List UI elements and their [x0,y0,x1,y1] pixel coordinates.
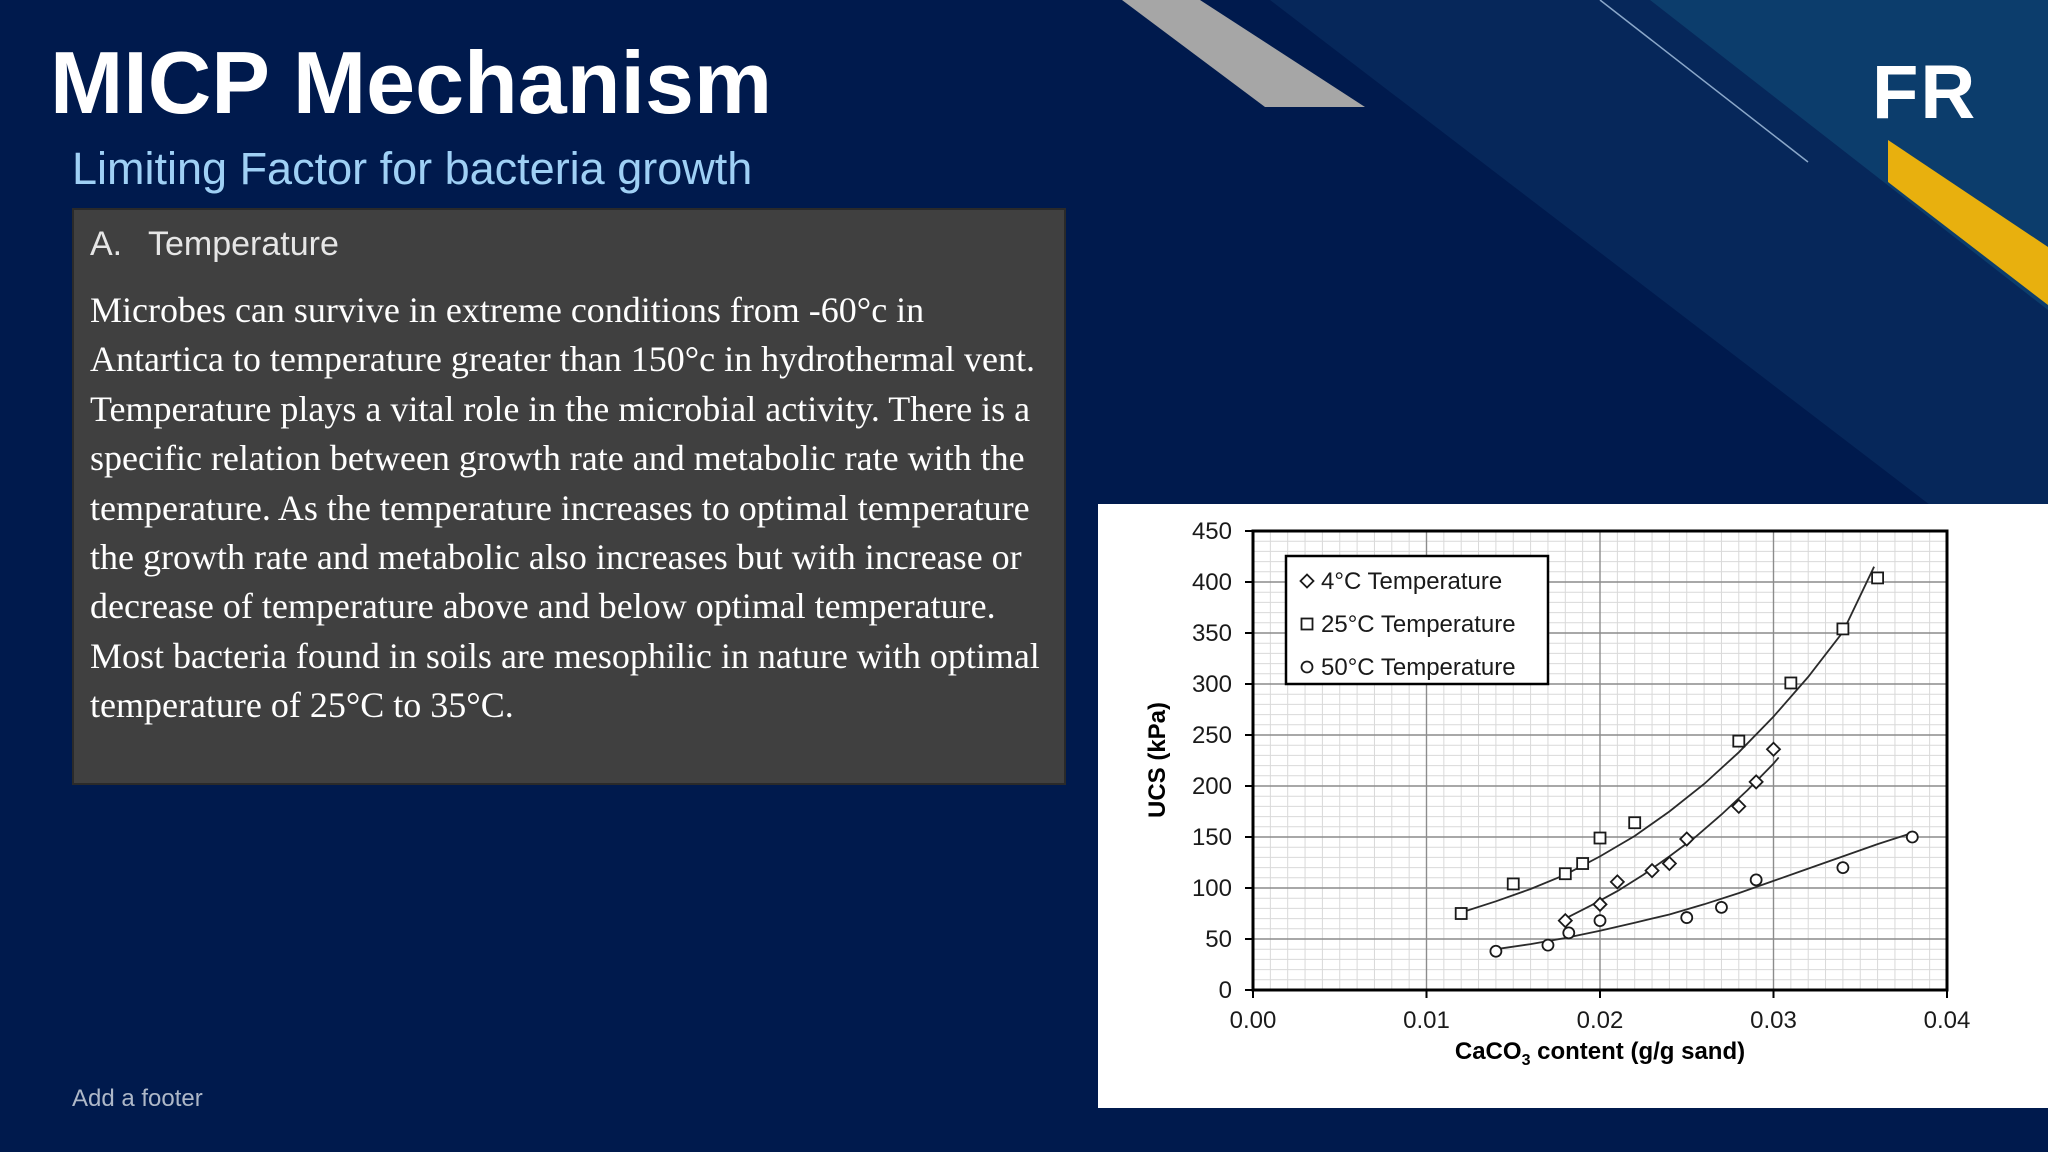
data-point-circle [1562,926,1576,940]
data-point-square [1784,676,1798,690]
legend-marker-diamond [1299,573,1315,589]
data-point-diamond [1661,855,1678,872]
ucs-chart: 0.00 0.01 0.02 0.03 0.0405010015020025030035… [1144,518,1970,1069]
y-tick-label: 450 [1192,518,1232,545]
data-point-square [1576,857,1590,870]
legend-marker-square [1300,617,1314,631]
chart-panel: 0.00 0.01 0.02 0.03 0.04 0 50 100 150 200 250 300 35… [1098,504,2048,1108]
data-markers [1454,571,1919,958]
fit-line-square [1460,566,1875,914]
y-tick-label: 400 [1192,569,1232,596]
data-point-diamond [1644,862,1660,879]
y-tick-label: 50 [1205,926,1232,953]
y-tick-label: 250 [1192,722,1232,749]
deco-thin-line [1599,0,1809,163]
legend-label: 50°C Temperature [1321,654,1516,681]
x-axis-label-rest: content (g/g sand) [1530,1038,1745,1065]
section-heading: A. Temperature [90,222,339,266]
data-point-circle [1541,938,1555,952]
x-axis-label: CaCO3 content (g/g sand) [1455,1038,1745,1069]
x-tick-label: 0.00 [1230,1007,1277,1034]
legend-marker-circle [1300,660,1314,674]
slide-title: MICP Mechanism [50,33,773,132]
data-point-square [1836,622,1850,636]
legend-label: 4°C Temperature [1321,568,1502,595]
data-point-square [1593,831,1607,845]
data-point-diamond [1557,912,1574,929]
data-point-circle [1680,911,1694,924]
data-point-diamond [1731,798,1747,815]
axis-ticks [1245,530,1948,998]
text-panel: A. Temperature Microbes can survive in ex… [72,208,1066,785]
data-point-square [1454,907,1468,920]
data-point-square [1506,877,1520,891]
data-point-square [1732,734,1746,748]
data-point-circle [1749,873,1763,887]
deco-teal-band [1650,0,2048,310]
legend-label: 25°C Temperature [1321,611,1516,638]
data-point-circle [1715,900,1728,914]
data-point-diamond [1765,741,1782,758]
legend: 4°C Temperature 25°C Temperature 50°C Temp… [1284,554,1550,686]
y-tick-label: 150 [1192,824,1232,851]
y-tick-label: 0 [1219,977,1232,1004]
data-point-diamond [1748,774,1764,790]
x-tick-label: 0.03 [1750,1007,1797,1034]
deco-gold-stripe [1888,140,2048,305]
y-tick-label: 200 [1192,773,1232,800]
x-tick-label: 0.01 [1403,1007,1450,1034]
legend-box [1284,554,1550,686]
x-tick-label: 0.04 [1924,1007,1971,1034]
data-point-diamond [1609,874,1626,890]
data-point-circle [1836,861,1850,875]
logo: FR [1872,50,1978,135]
deco-gray-stripe [1122,0,1365,107]
data-point-circle [1905,830,1919,844]
section-heading-text: Temperature [148,225,339,263]
y-tick-label: 300 [1192,671,1232,698]
data-point-square [1558,867,1572,881]
section-marker: A. [90,225,123,263]
x-tick-label: 0.02 [1577,1007,1624,1034]
data-point-square [1628,816,1642,830]
data-point-diamond [1592,896,1608,913]
y-axis-label: UCS (kPa) [1144,702,1171,818]
data-point-square [1871,571,1884,585]
data-point-circle [1489,944,1503,958]
tick-labels: 0.00 0.01 0.02 0.03 0.04 0 50 100 150 200 250 300 35… [1192,518,1970,1034]
x-axis-label-main: CaCO [1455,1038,1522,1065]
y-tick-label: 100 [1192,875,1232,902]
footer: Add a footer [72,1085,203,1112]
x-axis-label-sub: 3 [1522,1052,1531,1069]
slide-subtitle: Limiting Factor for bacteria growth [72,143,753,194]
data-point-diamond [1678,831,1695,847]
body-paragraph: Microbes can survive in extreme conditio… [90,290,1040,726]
y-tick-label: 350 [1192,620,1232,647]
fit-line-diamond [1564,756,1780,920]
data-point-circle [1593,914,1607,928]
